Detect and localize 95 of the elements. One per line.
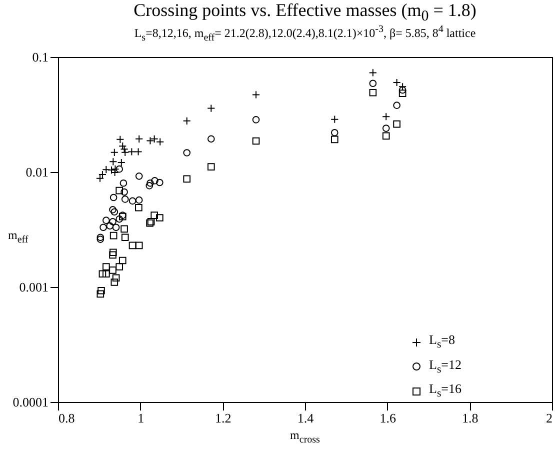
point — [369, 88, 377, 96]
point — [109, 266, 116, 274]
point — [146, 136, 154, 145]
point — [102, 270, 110, 278]
point — [116, 186, 123, 194]
point — [207, 135, 215, 143]
point — [120, 145, 128, 154]
point — [110, 248, 117, 256]
point — [135, 134, 144, 143]
point — [382, 124, 390, 132]
point — [183, 149, 191, 156]
point — [110, 208, 118, 216]
point — [369, 80, 377, 88]
point — [330, 136, 338, 144]
point — [120, 179, 128, 187]
point — [109, 251, 116, 259]
point — [128, 242, 136, 250]
y-tick-label: 0.01 — [26, 164, 48, 180]
x-tick-label: 1.6 — [380, 410, 396, 426]
legend-label: L$_{s}$=16 — [429, 380, 462, 402]
x-tick-label: 1 — [138, 410, 144, 426]
point — [110, 278, 118, 286]
point — [207, 163, 215, 170]
legend-label: L$_{s}$=8 — [429, 331, 456, 353]
text: L$_{s}$=8,12,16, m$_{eff}$= 21.2(2.8),12.0(2.4),8.1(2.1)×10$^{-3}$, β= 5.85, 8$^{4}$ lattice — [134, 24, 476, 44]
y-tick-label: 0.0001 — [12, 394, 48, 410]
point — [116, 263, 123, 270]
point — [121, 234, 129, 242]
point — [110, 148, 118, 156]
point — [120, 188, 128, 196]
point — [146, 179, 154, 187]
point — [116, 135, 124, 144]
point — [110, 232, 118, 240]
point — [96, 234, 104, 242]
point — [183, 175, 191, 183]
point — [207, 104, 216, 112]
y-tick-label: 0.001 — [19, 280, 48, 294]
point — [252, 137, 260, 145]
point — [252, 90, 260, 99]
point — [156, 214, 164, 222]
point — [100, 224, 107, 232]
point — [134, 148, 142, 156]
point — [116, 215, 123, 223]
point — [109, 206, 116, 214]
point — [252, 116, 260, 124]
point — [106, 222, 114, 230]
point — [368, 68, 377, 77]
point — [102, 166, 110, 174]
point — [110, 194, 118, 202]
x-tick-label: 1.8 — [462, 410, 478, 426]
x-tick-label: 1.4 — [297, 410, 314, 426]
point — [151, 177, 158, 184]
point — [96, 290, 104, 298]
point — [135, 242, 143, 250]
point — [112, 274, 120, 282]
chart-title: Crossing points vs. Effective masses (m$_{0}$ = 1.8) — [132, 0, 478, 25]
point — [156, 178, 164, 186]
legend-label: L$_{s}$=12 — [429, 356, 462, 378]
point — [98, 286, 105, 294]
point — [398, 86, 406, 94]
point — [150, 212, 158, 219]
point — [128, 148, 136, 156]
y-tick-label: 0.1 — [32, 50, 48, 64]
x-tick-label: 1.2 — [215, 410, 232, 426]
y-axis-title: m$_{eff}$ — [8, 228, 28, 246]
point — [146, 182, 154, 190]
point — [182, 116, 191, 125]
point — [116, 165, 123, 173]
point — [117, 158, 126, 167]
point — [128, 197, 136, 205]
point — [109, 158, 118, 166]
point — [393, 102, 400, 109]
x-axis-title: m$_{cross}$ — [289, 428, 321, 446]
point — [120, 225, 128, 233]
point — [398, 90, 406, 98]
point — [382, 112, 390, 121]
point — [96, 236, 104, 243]
point — [121, 196, 129, 203]
point — [102, 263, 110, 270]
point — [102, 216, 110, 224]
point — [330, 128, 338, 136]
point — [135, 204, 142, 212]
point — [98, 270, 106, 278]
point — [393, 120, 400, 128]
point — [330, 115, 339, 124]
point — [135, 196, 143, 204]
point — [112, 224, 120, 232]
point — [135, 172, 143, 180]
point — [118, 256, 126, 264]
x-tick-label: 0.8 — [58, 410, 75, 426]
x-tick-label: 2 — [546, 410, 552, 426]
point — [382, 132, 390, 140]
point — [98, 170, 106, 179]
point — [109, 218, 116, 226]
point — [96, 174, 104, 182]
